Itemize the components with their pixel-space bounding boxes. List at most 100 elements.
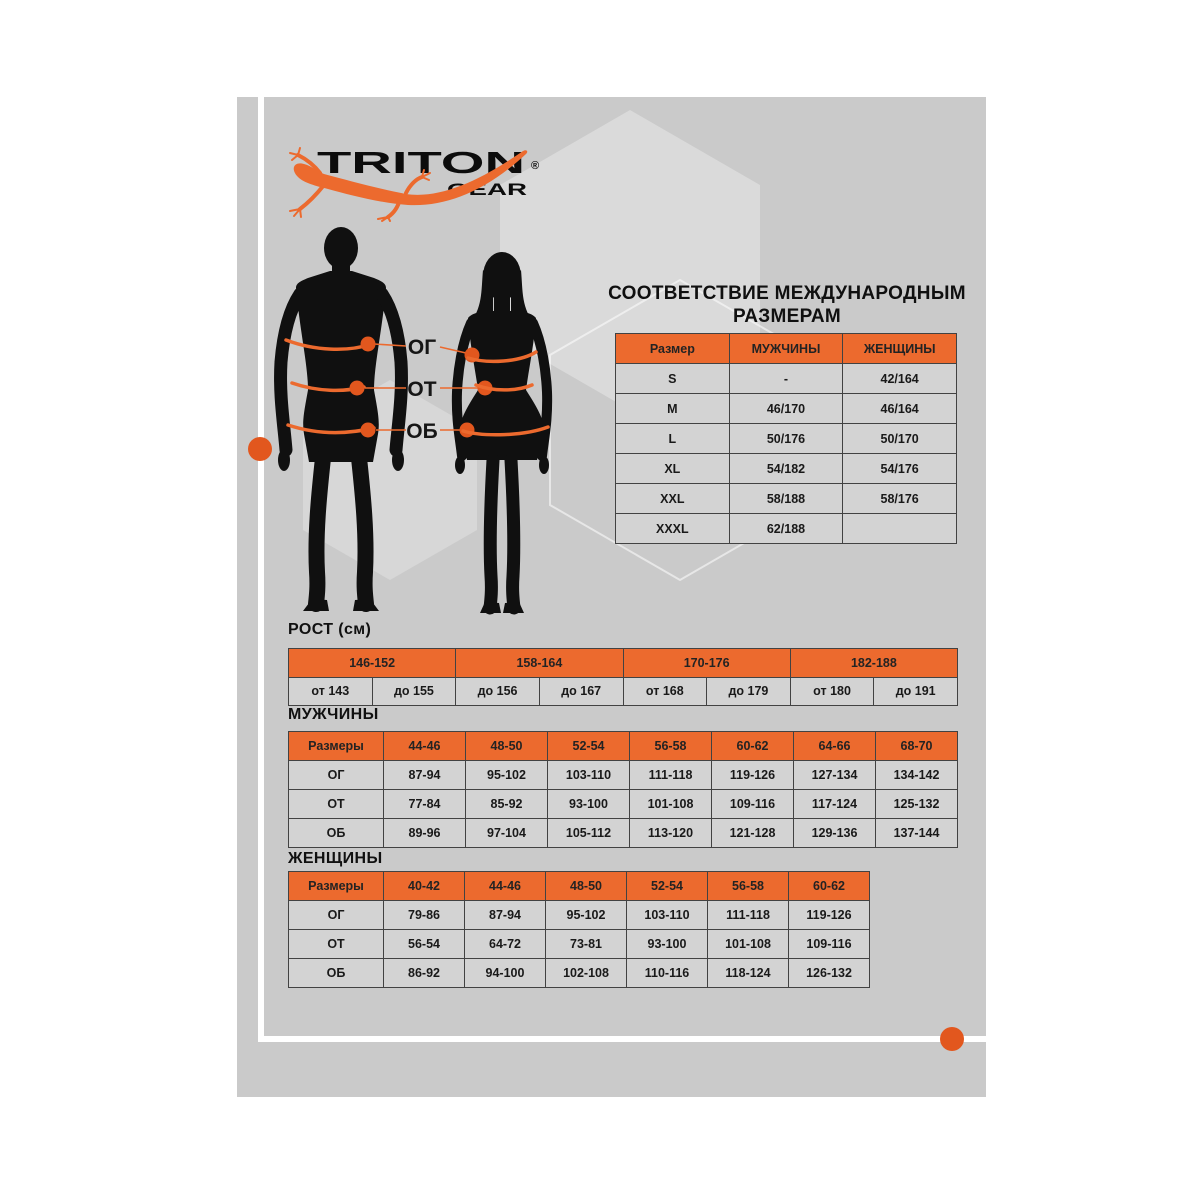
women-section-heading: ЖЕНЩИНЫ [288,850,383,867]
frame-line-vertical [258,97,264,1042]
data-cell: 129-136 [793,818,876,848]
header-cell: 48-50 [465,731,548,761]
header-cell: 170-176 [622,648,791,678]
data-cell: до 167 [538,676,624,706]
waist-measure-line: ОТ [290,378,534,401]
data-cell: 117-124 [793,789,876,819]
header-cell: 68-70 [875,731,958,761]
data-cell: 79-86 [383,900,465,930]
orange-dot-bottom-right [940,1027,964,1051]
header-cell: 52-54 [547,731,630,761]
data-cell: 58/176 [842,483,957,514]
data-cell: 101-108 [707,929,789,959]
data-cell: 50/170 [842,423,957,454]
header-cell: 48-50 [545,871,627,901]
header-cell: Размеры [288,871,384,901]
header-cell: 60-62 [711,731,794,761]
data-cell [842,513,957,544]
header-cell: 44-46 [383,731,466,761]
hip-measure-line: ОБ [286,420,550,443]
data-cell: 94-100 [464,958,546,988]
data-cell: 113-120 [629,818,712,848]
data-cell: 126-132 [788,958,870,988]
data-cell: 111-118 [707,900,789,930]
chest-label: ОГ [408,336,436,359]
data-cell: L [615,423,730,454]
men-size-table: Размеры 44-46 48-50 52-54 56-58 60-62 64-66 68-… [288,731,958,848]
data-cell: 73-81 [545,929,627,959]
waist-label: ОТ [407,378,436,401]
header-cell: 182-188 [789,648,959,678]
data-cell: до 179 [706,676,791,706]
data-cell: 86-92 [383,958,465,988]
brand-logo: TRITON ® GEAR [289,145,539,222]
lizard-logo-icon [289,147,528,222]
data-cell: 95-102 [465,760,548,790]
data-cell: до 155 [371,676,457,706]
data-cell: 42/164 [842,363,957,394]
data-cell: 103-110 [626,900,708,930]
data-cell: 97-104 [465,818,548,848]
header-cell: 60-62 [788,871,870,901]
orange-dot-left [248,437,272,461]
header-cell: ЖЕНЩИНЫ [842,333,957,364]
gray-panel: TRITON ® GEAR [237,97,986,1097]
data-cell: 119-126 [788,900,870,930]
hip-dot-male [360,422,376,438]
data-cell: 87-94 [464,900,546,930]
data-cell: 85-92 [465,789,548,819]
data-cell: 54/176 [842,453,957,484]
header-cell: Размер [615,333,730,364]
data-cell: - [728,363,844,394]
data-cell: 62/188 [728,513,844,544]
data-cell: ОБ [288,818,384,848]
data-cell: 121-128 [711,818,794,848]
male-silhouette [274,227,408,612]
female-silhouette [451,252,553,615]
data-cell: 102-108 [545,958,627,988]
header-cell: 56-58 [707,871,789,901]
data-cell: ОТ [288,789,384,819]
men-section-heading: МУЖЧИНЫ [288,706,379,723]
data-cell: M [615,393,730,424]
data-cell: XL [615,453,730,484]
data-cell: 119-126 [711,760,794,790]
header-cell: 146-152 [287,648,457,678]
header-cell: 40-42 [383,871,465,901]
data-cell: 89-96 [383,818,466,848]
data-cell: 105-112 [547,818,630,848]
header-cell: 52-54 [626,871,708,901]
data-cell: XXL [615,483,730,514]
hip-label: ОБ [406,420,437,443]
intl-size-table: Размер МУЖЧИНЫ ЖЕНЩИНЫ S -42/164 M 46/170 46/16… [615,333,957,544]
header-cell: МУЖЧИНЫ [728,333,844,364]
data-cell: ОГ [288,760,384,790]
chest-dot-male [360,336,376,352]
data-cell: 64-72 [464,929,546,959]
waist-dot-male [349,380,365,396]
data-cell: 134-142 [875,760,958,790]
data-cell: XXXL [615,513,730,544]
data-cell: от 180 [789,676,875,706]
data-cell: 77-84 [383,789,466,819]
data-cell: 50/176 [728,423,844,454]
header-cell: 64-66 [793,731,876,761]
header-cell: Размеры [288,731,384,761]
data-cell: ОГ [288,900,384,930]
header-cell: 44-46 [464,871,546,901]
data-cell: 109-116 [788,929,870,959]
chest-measure-line: ОГ [284,336,538,364]
data-cell: до 156 [455,676,540,706]
intl-title-line2: РАЗМЕРАМ [732,306,842,327]
data-cell: 127-134 [793,760,876,790]
women-size-table: Размеры 40-42 44-46 48-50 52-54 56-58 60-62 ОГ 7… [288,871,870,988]
header-cell: 158-164 [455,648,624,678]
height-section-heading: РОСТ (см) [288,621,372,638]
data-cell: ОБ [288,958,384,988]
data-cell: 110-116 [626,958,708,988]
data-cell: 58/188 [728,483,844,514]
data-cell: 87-94 [383,760,466,790]
data-cell: 93-100 [626,929,708,959]
data-cell: ОТ [288,929,384,959]
data-cell: 103-110 [547,760,630,790]
